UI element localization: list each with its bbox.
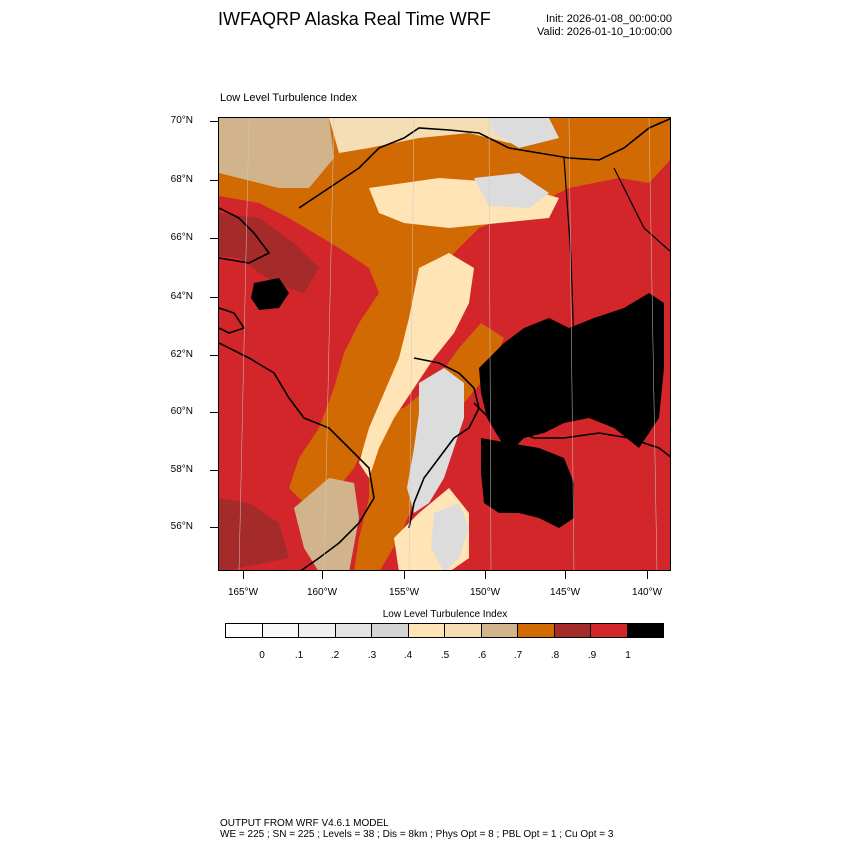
- colorbar-label: .3: [367, 650, 377, 661]
- field-gray-kenai: [407, 368, 464, 513]
- colorbar-label: .6: [477, 650, 487, 661]
- colorbar-box: [481, 624, 518, 637]
- colorbar-box: [445, 624, 482, 637]
- lon-label-140w: 140°W: [631, 587, 663, 598]
- lat-tick: [210, 355, 218, 356]
- coastline-west-2: [219, 307, 246, 334]
- colorbar-box: [372, 624, 409, 637]
- coastline-kenai: [408, 357, 480, 529]
- map-field: [219, 118, 670, 570]
- lon-tick: [485, 571, 486, 579]
- colorbar-box: [627, 624, 663, 637]
- colorbar-label: .8: [550, 650, 560, 661]
- lat-label-64n: 64°N: [170, 291, 193, 302]
- run-info: Init: 2026-01-08_00:00:00 Valid: 2026-01…: [537, 13, 672, 39]
- colorbar-box: [518, 624, 555, 637]
- field-max-east: [479, 293, 664, 453]
- colorbar-box: [408, 624, 445, 637]
- lat-tick: [210, 412, 218, 413]
- colorbar-label: .4: [403, 650, 413, 661]
- lat-tick: [210, 527, 218, 528]
- field-gray-north: [489, 118, 559, 148]
- lat-label-68n: 68°N: [170, 174, 193, 185]
- colorbar-label: .5: [440, 650, 450, 661]
- main-title: IWFAQRP Alaska Real Time WRF: [218, 9, 491, 29]
- colorbar-label: .1: [294, 650, 304, 661]
- field-gray-brooks: [474, 173, 549, 208]
- lon-tick: [322, 571, 323, 579]
- colorbar-label: 1: [625, 650, 631, 661]
- colorbar: [225, 623, 664, 638]
- lon-label-155w: 155°W: [388, 587, 420, 598]
- colorbar-box: [299, 624, 336, 637]
- coastline-north: [298, 118, 670, 209]
- footer-line-config: WE = 225 ; SN = 225 ; Levels = 38 ; Dis …: [220, 829, 614, 840]
- field-moccasin-ridge: [359, 253, 474, 478]
- colorbar-label: 0: [259, 650, 265, 661]
- init-time: Init: 2026-01-08_00:00:00: [546, 13, 672, 25]
- lat-label-56n: 56°N: [170, 521, 193, 532]
- footer-line-model: OUTPUT FROM WRF V4.6.1 MODEL: [220, 818, 389, 829]
- lat-tick: [210, 180, 218, 181]
- lon-tick: [404, 571, 405, 579]
- lon-label-145w: 145°W: [549, 587, 581, 598]
- lat-tick: [210, 121, 218, 122]
- coastline-gulf: [473, 402, 670, 458]
- lon-tick: [243, 571, 244, 579]
- panel-title: Low Level Turbulence Index: [220, 92, 357, 104]
- lon-label-160w: 160°W: [306, 587, 338, 598]
- colorbar-label: .2: [330, 650, 340, 661]
- lat-tick: [210, 238, 218, 239]
- lon-tick: [565, 571, 566, 579]
- field-wheat-north: [329, 118, 539, 153]
- colorbar-label: .7: [513, 650, 523, 661]
- colorbar-box: [554, 624, 591, 637]
- lon-label-150w: 150°W: [469, 587, 501, 598]
- border-canada-east: [613, 167, 670, 253]
- coastline-southwest: [219, 342, 375, 570]
- valid-time: Valid: 2026-01-10_10:00:00: [537, 26, 672, 38]
- graticule: [238, 118, 658, 570]
- colorbar-box: [591, 624, 628, 637]
- field-dark-red-sw: [219, 498, 289, 570]
- lat-tick: [210, 297, 218, 298]
- turbulence-map: [218, 117, 671, 571]
- colorbar-box: [226, 624, 263, 637]
- field-max-west: [251, 278, 289, 310]
- colorbar-box: [262, 624, 299, 637]
- lat-label-60n: 60°N: [170, 406, 193, 417]
- coastline-west: [219, 207, 271, 264]
- field-max-gulf: [481, 438, 574, 528]
- field-tan-sw: [294, 478, 359, 570]
- model-footer: OUTPUT FROM WRF V4.6.1 MODEL WE = 225 ; …: [220, 818, 613, 840]
- lat-label-62n: 62°N: [170, 349, 193, 360]
- lon-label-165w: 165°W: [227, 587, 259, 598]
- colorbar-label: .9: [587, 650, 597, 661]
- lat-label-58n: 58°N: [170, 464, 193, 475]
- lat-tick: [210, 470, 218, 471]
- lon-tick: [647, 571, 648, 579]
- colorbar-box: [335, 624, 372, 637]
- colorbar-title: Low Level Turbulence Index: [382, 609, 508, 620]
- border-canada: [563, 157, 578, 419]
- lat-label-70n: 70°N: [170, 115, 193, 126]
- lat-label-66n: 66°N: [170, 232, 193, 243]
- field-gray-lower: [431, 503, 469, 570]
